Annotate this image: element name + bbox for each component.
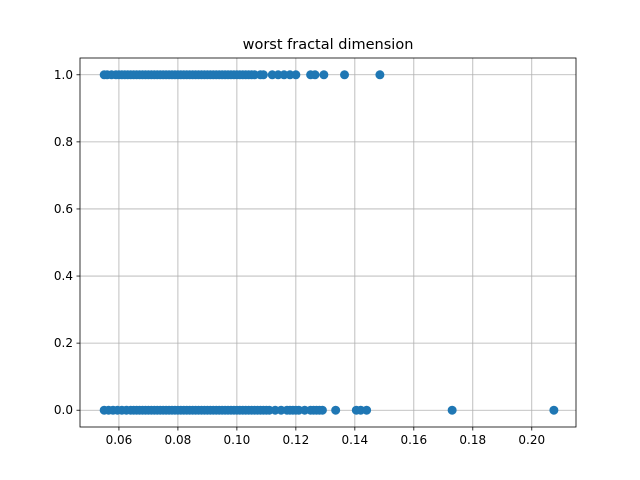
y-tick-label: 0.4: [54, 269, 73, 283]
data-point: [258, 70, 268, 80]
y-tick-label: 0.6: [54, 202, 73, 216]
y-tick-label: 0.2: [54, 336, 73, 350]
data-point: [319, 70, 329, 80]
y-tick-label: 0.0: [54, 403, 73, 417]
x-tick-label: 0.06: [106, 433, 133, 447]
data-point: [291, 70, 301, 80]
data-point: [310, 70, 320, 80]
x-tick-label: 0.14: [341, 433, 368, 447]
data-point: [340, 70, 350, 80]
chart-title: worst fractal dimension: [243, 37, 414, 53]
x-tick-label: 0.20: [518, 433, 545, 447]
x-tick-label: 0.16: [400, 433, 427, 447]
grid: [80, 58, 576, 427]
y-tick-label: 0.8: [54, 135, 73, 149]
x-tick-label: 0.12: [282, 433, 309, 447]
data-point: [331, 405, 341, 415]
x-tick-label: 0.18: [459, 433, 486, 447]
data-point: [317, 405, 327, 415]
data-point: [362, 405, 372, 415]
y-axis: 0.0 0.2 0.4 0.6 0.8 1.0: [54, 68, 80, 417]
data-point: [447, 405, 457, 415]
y-tick-label: 1.0: [54, 68, 73, 82]
x-tick-label: 0.08: [165, 433, 192, 447]
x-tick-label: 0.10: [224, 433, 251, 447]
data-point: [549, 405, 559, 415]
x-axis: 0.06 0.08 0.10 0.12 0.14 0.16 0.18 0.20: [106, 427, 545, 447]
plot-frame: [79, 57, 577, 428]
data-point: [375, 70, 385, 80]
data-points: [99, 70, 559, 415]
